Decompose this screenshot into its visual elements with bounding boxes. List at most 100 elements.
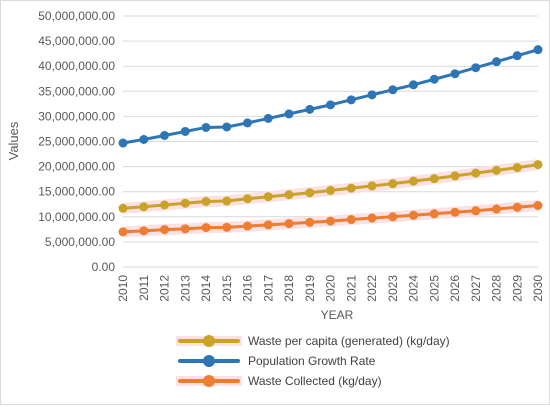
data-point — [409, 176, 418, 186]
data-point — [160, 130, 169, 140]
data-point — [429, 209, 439, 219]
data-point — [180, 224, 190, 234]
legend-dot — [203, 335, 215, 347]
data-point — [284, 190, 294, 200]
legend-label: Waste Collected (kg/day) — [248, 374, 382, 388]
legend-swatch-population-growth — [176, 351, 242, 371]
x-tick-label: 2021 — [344, 275, 358, 302]
gridlines — [123, 15, 538, 268]
data-point — [409, 80, 418, 90]
series-2 — [118, 200, 543, 238]
data-point — [201, 122, 211, 132]
x-tick-label: 2016 — [241, 275, 255, 302]
x-tick-label: 2014 — [199, 275, 213, 302]
data-point — [450, 69, 460, 79]
x-tick-label: 2025 — [427, 275, 441, 302]
y-tick-label: 25,000,000.00 — [38, 135, 115, 149]
data-point — [409, 210, 418, 220]
legend-swatch-waste-collected — [176, 371, 242, 391]
data-point — [388, 85, 398, 95]
y-tick-label: 30,000,000.00 — [38, 109, 115, 123]
data-point — [512, 163, 522, 173]
data-point — [533, 201, 543, 211]
y-axis-label: Values — [6, 121, 21, 160]
x-tick-label: 2013 — [178, 275, 192, 302]
legend-label: Population Growth Rate — [248, 354, 376, 368]
data-point — [533, 160, 543, 170]
data-point — [388, 212, 398, 222]
x-tick-label: 2029 — [510, 275, 524, 302]
data-point — [263, 192, 273, 202]
data-point — [160, 225, 169, 235]
y-tick-label: 20,000,000.00 — [38, 160, 115, 174]
data-point — [243, 118, 252, 128]
y-axis-ticks: 0.00 5,000,000.00 10,000,000.00 15,000,000.… — [38, 9, 115, 274]
data-point — [180, 126, 190, 136]
x-tick-label: 2023 — [386, 275, 400, 302]
series-layer — [118, 45, 543, 238]
data-point — [326, 185, 335, 195]
x-tick-label: 2028 — [490, 275, 504, 302]
x-tick-label: 2019 — [303, 275, 317, 302]
data-point — [471, 206, 481, 216]
data-point — [450, 171, 460, 181]
data-point — [326, 216, 335, 226]
x-tick-label: 2027 — [469, 275, 483, 302]
x-tick-label: 2020 — [324, 275, 338, 302]
x-axis-ticks: 2010 2011 2012 2013 2014 2015 2016 2017 2018 2019… — [116, 275, 545, 302]
legend-item-waste-per-capita: Waste per capita (generated) (kg/day) — [176, 331, 450, 351]
y-tick-label: 35,000,000.00 — [38, 84, 115, 98]
y-tick-label: 40,000,000.00 — [38, 59, 115, 73]
data-point — [346, 215, 356, 225]
data-point — [243, 221, 252, 231]
data-point — [160, 200, 169, 210]
legend-label: Waste per capita (generated) (kg/day) — [248, 334, 450, 348]
data-point — [512, 51, 522, 61]
data-point — [533, 45, 543, 55]
data-point — [388, 179, 398, 189]
legend-item-waste-collected: Waste Collected (kg/day) — [176, 371, 450, 391]
y-tick-label: 50,000,000.00 — [38, 9, 115, 23]
data-point — [243, 194, 252, 204]
legend-item-population-growth: Population Growth Rate — [176, 351, 450, 371]
y-tick-label: 45,000,000.00 — [38, 34, 115, 48]
data-point — [326, 100, 335, 110]
y-tick-label: 15,000,000.00 — [38, 185, 115, 199]
data-point — [346, 183, 356, 193]
data-point — [346, 95, 356, 105]
legend-dot — [203, 375, 215, 387]
data-point — [284, 219, 294, 229]
legend-swatch-waste-per-capita — [176, 331, 242, 351]
data-point — [512, 202, 522, 212]
x-tick-label: 2010 — [116, 275, 130, 302]
x-tick-label: 2030 — [531, 275, 545, 302]
data-point — [222, 122, 232, 132]
series-0 — [118, 159, 543, 214]
x-tick-label: 2012 — [158, 275, 172, 302]
data-point — [201, 223, 211, 233]
x-tick-label: 2026 — [448, 275, 462, 302]
data-point — [305, 104, 315, 114]
data-point — [429, 174, 439, 184]
data-point — [118, 203, 128, 213]
data-point — [305, 217, 315, 227]
y-tick-label: 5,000,000.00 — [45, 235, 115, 249]
data-point — [263, 220, 273, 230]
data-point — [471, 63, 481, 73]
data-point — [492, 165, 501, 175]
data-point — [367, 90, 377, 100]
legend-dot — [203, 355, 215, 367]
data-point — [284, 109, 294, 119]
data-point — [118, 138, 128, 148]
data-point — [180, 198, 190, 208]
data-point — [139, 134, 149, 144]
data-point — [492, 57, 501, 67]
x-tick-label: 2015 — [220, 275, 234, 302]
data-point — [471, 168, 481, 178]
data-point — [367, 181, 377, 191]
data-point — [450, 207, 460, 217]
data-point — [492, 204, 501, 214]
data-point — [139, 202, 149, 212]
